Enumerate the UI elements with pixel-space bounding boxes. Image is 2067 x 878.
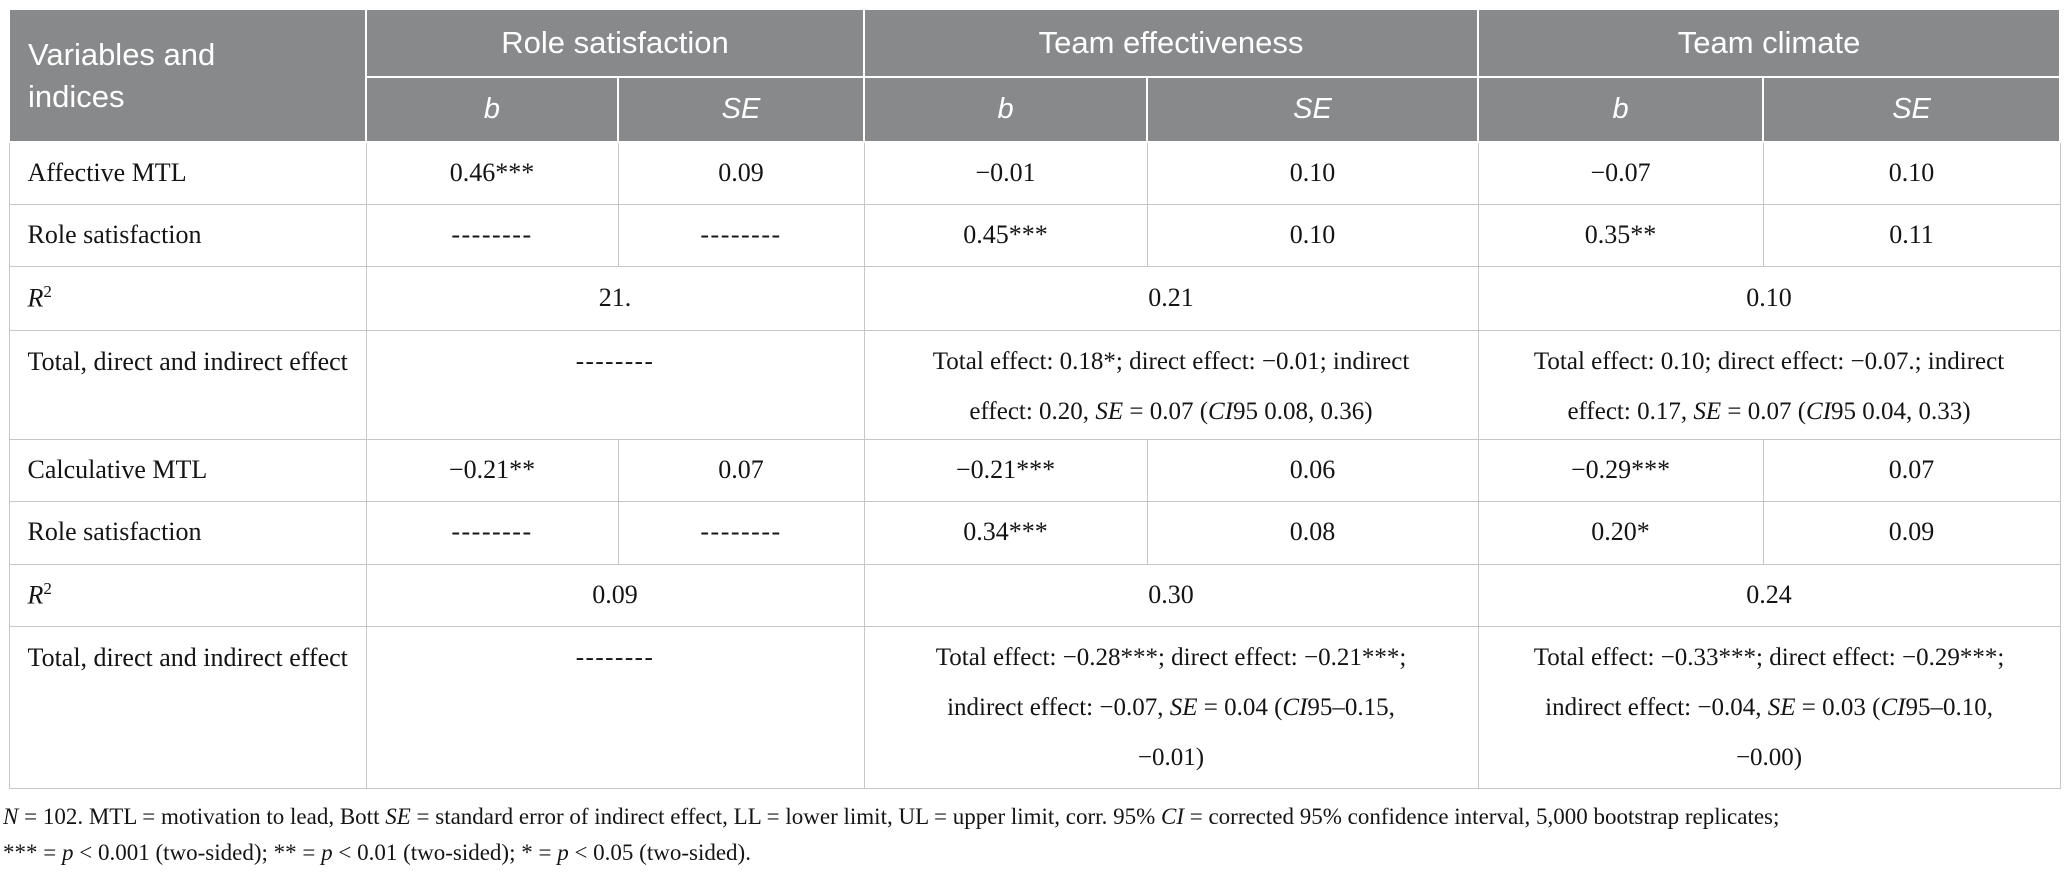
label-effects-2: Total, direct and indirect effect (8, 625, 367, 789)
cell-effects-1-rs: -------- (365, 329, 865, 440)
cell-r2-1-rs: 21. (365, 265, 865, 331)
cell-r2-2-tc: 0.24 (1477, 563, 2061, 627)
cell-affective-tc-se: 0.10 (1762, 141, 2061, 205)
header-rs-se: SE (616, 76, 866, 143)
cell-affective-te-b: −0.01 (863, 141, 1148, 205)
cell-rolesat1-tc-b: 0.35** (1477, 203, 1764, 267)
cell-calculative-te-se: 0.06 (1146, 438, 1479, 502)
label-calculative-mtl: Calculative MTL (8, 438, 367, 502)
cell-rolesat2-te-b: 0.34*** (863, 500, 1148, 565)
cell-calculative-tc-b: −0.29*** (1477, 438, 1764, 502)
label-effects-1: Total, direct and indirect effect (8, 329, 367, 440)
header-variables-label: Variables and indices (28, 36, 216, 114)
table-footnote: N = 102. MTL = motivation to lead, Bott … (3, 799, 2065, 871)
regression-results-table: Variables and indices Role satisfaction … (8, 8, 2062, 789)
cell-affective-te-se: 0.10 (1146, 141, 1479, 205)
header-te-se: SE (1146, 76, 1480, 143)
row-role-satisfaction-2: Role satisfaction -------- -------- 0.34… (8, 500, 2061, 565)
cell-effects-2-te: Total effect: −0.28***; direct effect: −… (863, 625, 1479, 789)
r-symbol: R (27, 580, 44, 610)
r2-superscript: 2 (43, 578, 52, 598)
label-r2-1: R2 (8, 265, 367, 331)
row-role-satisfaction-1: Role satisfaction -------- -------- 0.45… (8, 203, 2061, 267)
cell-calculative-tc-se: 0.07 (1762, 438, 2061, 502)
header-tc-se: SE (1762, 76, 2062, 143)
cell-r2-1-tc: 0.10 (1477, 265, 2061, 331)
r2-superscript: 2 (43, 281, 52, 301)
footnote-line-2: *** = p < 0.001 (two-sided); ** = p < 0.… (3, 840, 751, 865)
label-affective-mtl: Affective MTL (8, 141, 367, 205)
cell-rolesat2-te-se: 0.08 (1146, 500, 1479, 565)
row-calculative-mtl: Calculative MTL −0.21** 0.07 −0.21*** 0.… (8, 438, 2061, 502)
cell-rolesat2-rs-se: -------- (617, 500, 865, 565)
header-group-team-climate: Team climate (1477, 8, 2062, 78)
cell-rolesat1-rs-se: -------- (617, 203, 865, 267)
label-role-satisfaction-2: Role satisfaction (8, 500, 367, 565)
cell-calculative-rs-b: −0.21** (365, 438, 619, 502)
cell-affective-tc-b: −0.07 (1477, 141, 1764, 205)
row-effects-2: Total, direct and indirect effect ------… (8, 625, 2061, 789)
cell-rolesat1-te-se: 0.10 (1146, 203, 1479, 267)
row-r2-1: R2 21. 0.21 0.10 (8, 265, 2061, 331)
cell-affective-rs-se: 0.09 (617, 141, 865, 205)
header-group-row: Variables and indices Role satisfaction … (8, 8, 2062, 143)
cell-rolesat2-tc-se: 0.09 (1762, 500, 2061, 565)
header-sub-row: b SE b SE b SE (9, 76, 2062, 143)
header-te-b: b (863, 76, 1149, 143)
cell-effects-2-tc: Total effect: −0.33***; direct effect: −… (1477, 625, 2061, 789)
cell-rolesat2-tc-b: 0.20* (1477, 500, 1764, 565)
cell-effects-1-te: Total effect: 0.18*; direct effect: −0.0… (863, 329, 1479, 440)
cell-r2-2-rs: 0.09 (365, 563, 865, 627)
footnote-line-1: N = 102. MTL = motivation to lead, Bott … (3, 804, 1780, 829)
cell-rolesat1-rs-b: -------- (365, 203, 619, 267)
cell-rolesat1-tc-se: 0.11 (1762, 203, 2061, 267)
r-symbol: R (27, 283, 44, 313)
row-effects-1: Total, direct and indirect effect ------… (8, 329, 2061, 440)
row-affective-mtl: Affective MTL 0.46*** 0.09 −0.01 0.10 −0… (8, 141, 2061, 205)
cell-effects-1-tc: Total effect: 0.10; direct effect: −0.07… (1477, 329, 2061, 440)
header-tc-b: b (1477, 76, 1765, 143)
cell-r2-1-te: 0.21 (863, 265, 1479, 331)
header-rs-b: b (365, 76, 619, 143)
cell-r2-2-te: 0.30 (863, 563, 1479, 627)
cell-rolesat1-te-b: 0.45*** (863, 203, 1148, 267)
cell-calculative-rs-se: 0.07 (617, 438, 865, 502)
cell-effects-2-rs: -------- (365, 625, 865, 789)
label-r2-2: R2 (8, 563, 367, 627)
header-variables-and-indices: Variables and indices (8, 8, 367, 143)
row-r2-2: R2 0.09 0.30 0.24 (8, 563, 2061, 627)
cell-rolesat2-rs-b: -------- (365, 500, 619, 565)
label-role-satisfaction-1: Role satisfaction (8, 203, 367, 267)
cell-calculative-te-b: −0.21*** (863, 438, 1148, 502)
header-group-role-satisfaction: Role satisfaction (364, 8, 866, 78)
header-group-team-effectiveness: Team effectiveness (863, 8, 1480, 78)
cell-affective-rs-b: 0.46*** (365, 141, 619, 205)
